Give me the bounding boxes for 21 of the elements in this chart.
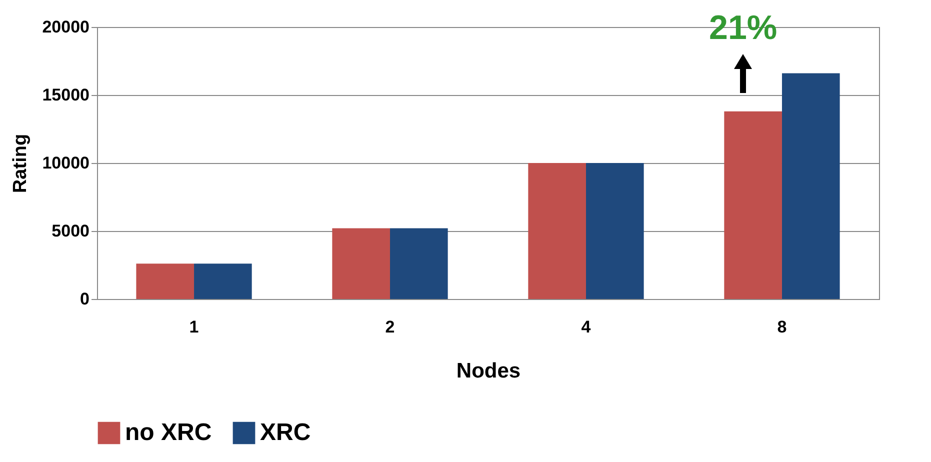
y-tick-label: 5000 <box>52 222 90 240</box>
y-tick-label: 0 <box>80 290 90 308</box>
x-tick-label: 4 <box>581 318 592 336</box>
bar <box>194 264 252 299</box>
bar <box>390 228 448 299</box>
x-tick-label: 1 <box>189 318 199 336</box>
bar <box>528 163 586 299</box>
bar <box>136 264 194 299</box>
y-tick-label: 20000 <box>42 18 90 36</box>
x-tick-label: 2 <box>385 318 395 336</box>
x-tick-label: 8 <box>777 318 787 336</box>
bar <box>586 163 644 299</box>
legend-label: no XRC <box>125 419 212 446</box>
y-tick-label: 10000 <box>42 154 90 172</box>
y-axis-title: Rating <box>10 134 32 194</box>
bar <box>332 228 390 299</box>
bar <box>724 111 782 299</box>
bar <box>782 73 840 299</box>
y-tick-label: 15000 <box>42 86 90 104</box>
legend-label: XRC <box>260 419 311 446</box>
x-axis-title: Nodes <box>456 360 521 382</box>
